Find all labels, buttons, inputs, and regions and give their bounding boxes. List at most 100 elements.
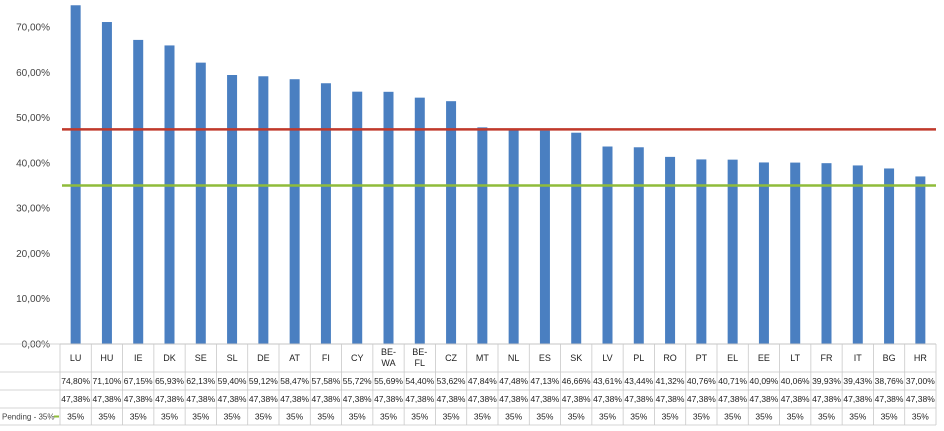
bar <box>602 146 613 344</box>
data-label: 35% <box>380 412 397 422</box>
data-label: 35% <box>474 412 491 422</box>
bar <box>727 159 738 344</box>
data-label: 40,06% <box>781 376 810 386</box>
data-label: 35% <box>849 412 866 422</box>
data-label: 47,38% <box>280 394 309 404</box>
data-label: 47,38% <box>624 394 653 404</box>
x-tick-label: HR <box>914 353 927 363</box>
x-tick-label: LV <box>602 353 612 363</box>
x-tick-label: IT <box>854 353 863 363</box>
bar <box>571 132 582 344</box>
x-tick-label: MT <box>476 353 489 363</box>
x-tick-label: CY <box>351 353 364 363</box>
bar <box>665 156 676 344</box>
data-label: 47,38% <box>656 394 685 404</box>
x-tick-label: PL <box>633 353 644 363</box>
data-label: 71,10% <box>93 376 122 386</box>
data-label: 54,40% <box>405 376 434 386</box>
data-label: 53,62% <box>437 376 466 386</box>
bar <box>195 62 206 344</box>
data-label: 55,72% <box>343 376 372 386</box>
data-label: 59,12% <box>249 376 278 386</box>
data-label: 39,93% <box>812 376 841 386</box>
x-tick-label: LU <box>70 353 82 363</box>
data-label: 47,38% <box>186 394 215 404</box>
data-label: 47,38% <box>531 394 560 404</box>
data-label: 35% <box>599 412 616 422</box>
data-label: 35% <box>224 412 241 422</box>
data-label: 47,38% <box>93 394 122 404</box>
x-tick-label: AT <box>289 353 300 363</box>
bar <box>758 162 769 344</box>
data-label: 47,38% <box>374 394 403 404</box>
data-label: 47,38% <box>750 394 779 404</box>
data-label: 35% <box>505 412 522 422</box>
x-tick-label: CZ <box>445 353 457 363</box>
data-label: 35% <box>881 412 898 422</box>
data-label: 47,84% <box>468 376 497 386</box>
data-label: 58,47% <box>280 376 309 386</box>
x-tick-label: FL <box>415 358 426 368</box>
bar <box>70 5 81 345</box>
data-label: 40,09% <box>750 376 779 386</box>
bar <box>477 127 488 344</box>
bar <box>508 128 519 344</box>
data-label: 65,93% <box>155 376 184 386</box>
bar <box>696 159 707 344</box>
y-tick-label: 70,00% <box>16 23 50 34</box>
x-tick-label: NL <box>508 353 520 363</box>
data-label: 47,38% <box>875 394 904 404</box>
data-label: 35% <box>67 412 84 422</box>
data-label: 74,80% <box>61 376 90 386</box>
x-tick-label: DE <box>257 353 270 363</box>
bar <box>133 39 144 344</box>
data-label: 47,38% <box>312 394 341 404</box>
plot-area <box>60 4 936 344</box>
data-label: 35% <box>286 412 303 422</box>
data-label: 47,38% <box>218 394 247 404</box>
bar <box>352 91 363 344</box>
data-label: 59,40% <box>218 376 247 386</box>
y-tick-label: 0,00% <box>22 340 50 351</box>
data-label: 40,76% <box>687 376 716 386</box>
data-label: 35% <box>693 412 710 422</box>
x-tick-label: FI <box>322 353 330 363</box>
bar <box>633 147 644 344</box>
data-label: 47,38% <box>343 394 372 404</box>
x-tick-label: SL <box>227 353 238 363</box>
y-tick-label: 50,00% <box>16 113 50 124</box>
data-label: 43,61% <box>593 376 622 386</box>
bar <box>790 162 801 344</box>
data-label: 35% <box>755 412 772 422</box>
data-label: 62,13% <box>186 376 215 386</box>
data-label: 35% <box>317 412 334 422</box>
data-label: 57,58% <box>312 376 341 386</box>
x-tick-label: FR <box>821 353 833 363</box>
data-label: 47,38% <box>155 394 184 404</box>
data-label: 47,38% <box>499 394 528 404</box>
data-label: 38,76% <box>875 376 904 386</box>
x-tick-label: DK <box>163 353 176 363</box>
data-label: 47,38% <box>562 394 591 404</box>
data-label: 39,43% <box>843 376 872 386</box>
bar <box>101 22 112 344</box>
x-tick-label: BE- <box>381 347 396 357</box>
x-tick-label: IE <box>134 353 143 363</box>
data-label: 35% <box>192 412 209 422</box>
x-tick-label: ES <box>539 353 551 363</box>
bar <box>915 176 926 344</box>
legend-entry: Pending - 35% <box>2 413 54 422</box>
data-label: 47,38% <box>718 394 747 404</box>
data-label: 47,38% <box>468 394 497 404</box>
bar <box>821 163 832 344</box>
data-label: 40,71% <box>718 376 747 386</box>
bar <box>227 75 238 344</box>
data-label: 35% <box>568 412 585 422</box>
data-label: 35% <box>536 412 553 422</box>
bar <box>258 76 269 344</box>
data-label: 47,38% <box>124 394 153 404</box>
y-tick-label: 10,00% <box>16 294 50 305</box>
bar <box>884 168 895 344</box>
